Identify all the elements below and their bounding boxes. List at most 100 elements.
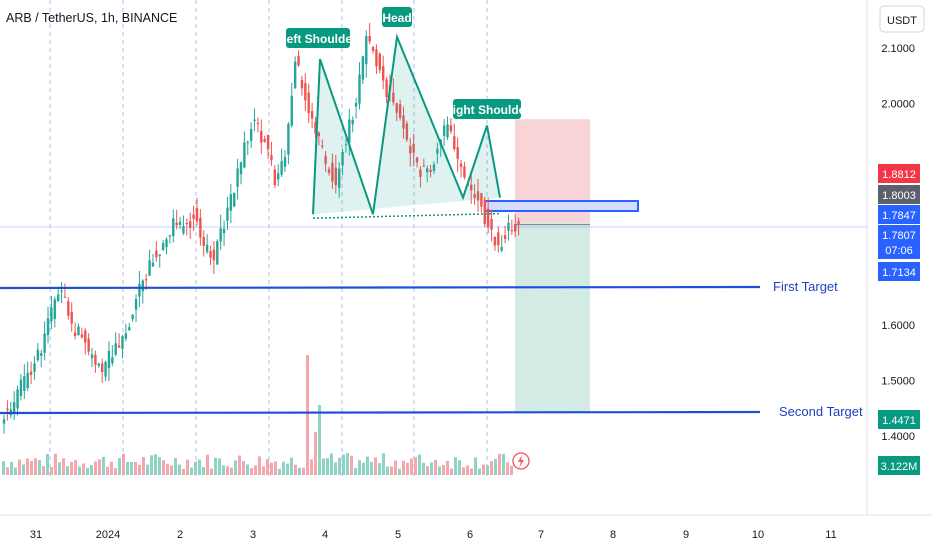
candle-body: [97, 363, 100, 366]
candle-body: [256, 122, 260, 124]
volume-bar: [370, 461, 373, 475]
volume-bar: [242, 461, 245, 475]
candle-body: [209, 251, 212, 258]
price-tag-value: 1.7847: [882, 210, 916, 222]
volume-bar: [54, 453, 57, 475]
entry-zone-box[interactable]: [484, 200, 639, 212]
volume-bars: [2, 355, 513, 475]
volume-bar: [214, 457, 217, 475]
volume-bar: [202, 466, 205, 475]
pattern-fill: [313, 36, 500, 215]
candle-body: [46, 318, 50, 336]
candle-body: [144, 279, 148, 281]
candle-body: [486, 208, 490, 227]
currency-button-label: USDT: [887, 15, 917, 27]
candle-body: [304, 83, 307, 101]
volume-bar: [402, 460, 405, 475]
volume-bar: [430, 462, 433, 475]
volume-bar: [206, 454, 209, 475]
volume-bar: [18, 459, 21, 475]
candle-body: [56, 294, 60, 301]
candle-body: [219, 228, 222, 242]
volume-bar: [490, 461, 493, 475]
pattern-label-right-shoulder: Right Shoulder: [444, 103, 530, 117]
candle-body: [398, 104, 402, 118]
volume-bar: [10, 461, 13, 475]
volume-bar: [462, 467, 465, 475]
candle-body: [124, 333, 128, 339]
time-axis[interactable]: 31 2024 2 3 4 5 6 7 8 9 10 11: [30, 529, 837, 541]
candle-body: [415, 157, 419, 163]
price-tag: [878, 205, 920, 224]
volume-bar: [506, 462, 509, 475]
candle-body: [337, 168, 341, 188]
candle-body: [63, 296, 67, 298]
candle-body: [29, 371, 33, 375]
candle-body: [378, 53, 382, 70]
candle-body: [226, 207, 229, 221]
candle-body: [290, 95, 293, 126]
head-and-shoulders-pattern: [312, 33, 501, 219]
volume-bar: [366, 456, 369, 475]
currency-button[interactable]: [879, 5, 925, 33]
candle-body: [402, 115, 405, 129]
volume-bar: [150, 455, 153, 475]
x-tick-label: 4: [322, 529, 328, 541]
candle-body: [280, 161, 283, 175]
candle-body: [185, 222, 189, 225]
volume-bar: [46, 453, 49, 475]
candle-body: [246, 141, 249, 144]
volume-bar: [474, 457, 477, 475]
candle-body: [358, 74, 361, 104]
y-tick-label: 2.1000: [881, 43, 915, 55]
candle-body: [222, 228, 226, 234]
volume-bar: [450, 468, 453, 475]
candle-body: [26, 372, 29, 389]
candle-body: [43, 333, 46, 353]
candle-body: [182, 226, 185, 234]
candle-body: [168, 235, 172, 237]
candle-body: [260, 130, 263, 143]
candle-body: [348, 119, 351, 143]
take-profit-zone: [515, 222, 590, 413]
candle-body: [243, 142, 246, 168]
candle-body: [334, 167, 337, 186]
pattern-label-left-shoulder: Left Shoulder: [279, 32, 357, 46]
x-tick-label: 10: [752, 529, 764, 541]
candle-body: [33, 363, 36, 372]
volume-bar: [510, 465, 513, 475]
volume-bar: [294, 464, 297, 475]
price-tag-value: 1.4471: [882, 415, 916, 427]
candle-body: [155, 250, 158, 258]
x-tick-label: 5: [395, 529, 401, 541]
volume-bar: [266, 459, 269, 475]
candle-body: [84, 330, 87, 343]
candle-body: [273, 169, 277, 186]
price-axis[interactable]: 2.1000 2.0000 1.6000 1.5000 1.4000 1.8812 1.80…: [878, 43, 920, 475]
volume-bar: [322, 458, 325, 475]
volume-bar: [286, 463, 289, 475]
volume-bar: [470, 468, 473, 475]
pattern-outline: [312, 33, 501, 215]
volume-bar: [342, 454, 345, 475]
candle-body: [205, 244, 209, 252]
candle-body: [459, 163, 463, 168]
chart-title: ARB / TetherUS, 1h, BINANCE: [6, 11, 177, 25]
volume-bar: [178, 464, 181, 475]
candle-body: [70, 311, 73, 324]
volume-bar: [338, 457, 341, 475]
pattern-label-bg: [382, 7, 412, 27]
volume-bar: [382, 453, 385, 475]
candle-body: [368, 35, 371, 42]
target-line: [0, 285, 761, 290]
volume-bar: [210, 468, 213, 475]
volume-bar: [222, 465, 225, 475]
volume-bar: [154, 454, 157, 475]
volume-bar: [190, 467, 193, 475]
candle-body: [104, 361, 107, 377]
volume-bar: [138, 464, 141, 475]
volume-bar: [74, 460, 77, 475]
candle-body: [463, 166, 466, 178]
volume-bar: [70, 461, 73, 475]
